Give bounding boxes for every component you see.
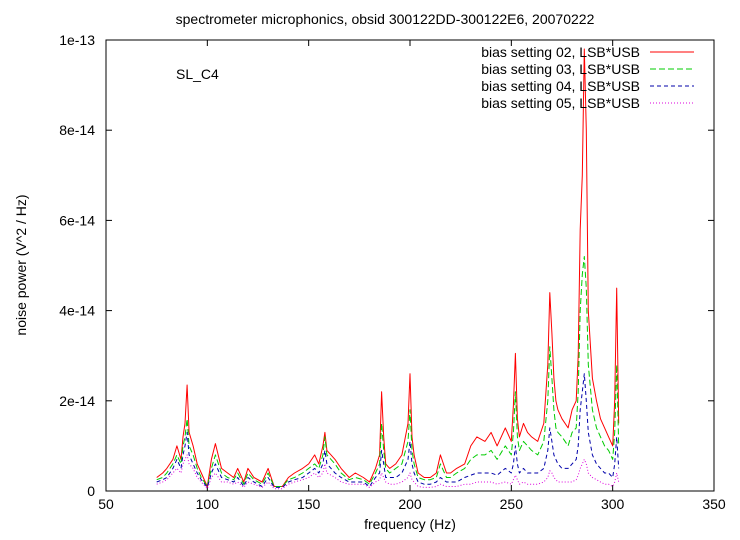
y-tick-label: 1e-13 (59, 32, 95, 48)
legend-label-4: bias setting 05, LSB*USB (481, 95, 640, 111)
y-axis-label: noise power (V^2 / Hz) (13, 194, 29, 335)
x-axis-label: frequency (Hz) (364, 516, 456, 532)
series-line-1 (156, 48, 620, 487)
x-tick-label: 100 (196, 496, 220, 512)
y-tick-label: 6e-14 (59, 212, 95, 228)
series-line-3 (156, 373, 620, 488)
y-tick-label: 8e-14 (59, 122, 95, 138)
x-tick-label: 150 (297, 496, 321, 512)
x-tick-label: 250 (500, 496, 524, 512)
legend-label-2: bias setting 03, LSB*USB (481, 61, 640, 77)
series-line-2 (156, 256, 620, 487)
x-tick-label: 300 (601, 496, 625, 512)
chart-title: spectrometer microphonics, obsid 300122D… (176, 11, 595, 27)
series-line-4 (156, 454, 620, 490)
y-tick-label: 0 (87, 483, 95, 499)
axis-ticks: 50 100 150 200 250 300 350 0 2e-14 4e-14 6e-14 8e-1… (59, 32, 726, 512)
x-tick-label: 50 (98, 496, 114, 512)
plot-frame (105, 39, 715, 492)
chart-annotation: SL_C4 (176, 66, 219, 82)
y-tick-label: 2e-14 (59, 393, 95, 409)
series-layer (156, 48, 620, 490)
legend-label-3: bias setting 04, LSB*USB (481, 78, 640, 94)
y-tick-label: 4e-14 (59, 303, 95, 319)
legend-label-1: bias setting 02, LSB*USB (481, 44, 640, 60)
x-tick-label: 200 (398, 496, 422, 512)
x-tick-label: 350 (702, 496, 726, 512)
